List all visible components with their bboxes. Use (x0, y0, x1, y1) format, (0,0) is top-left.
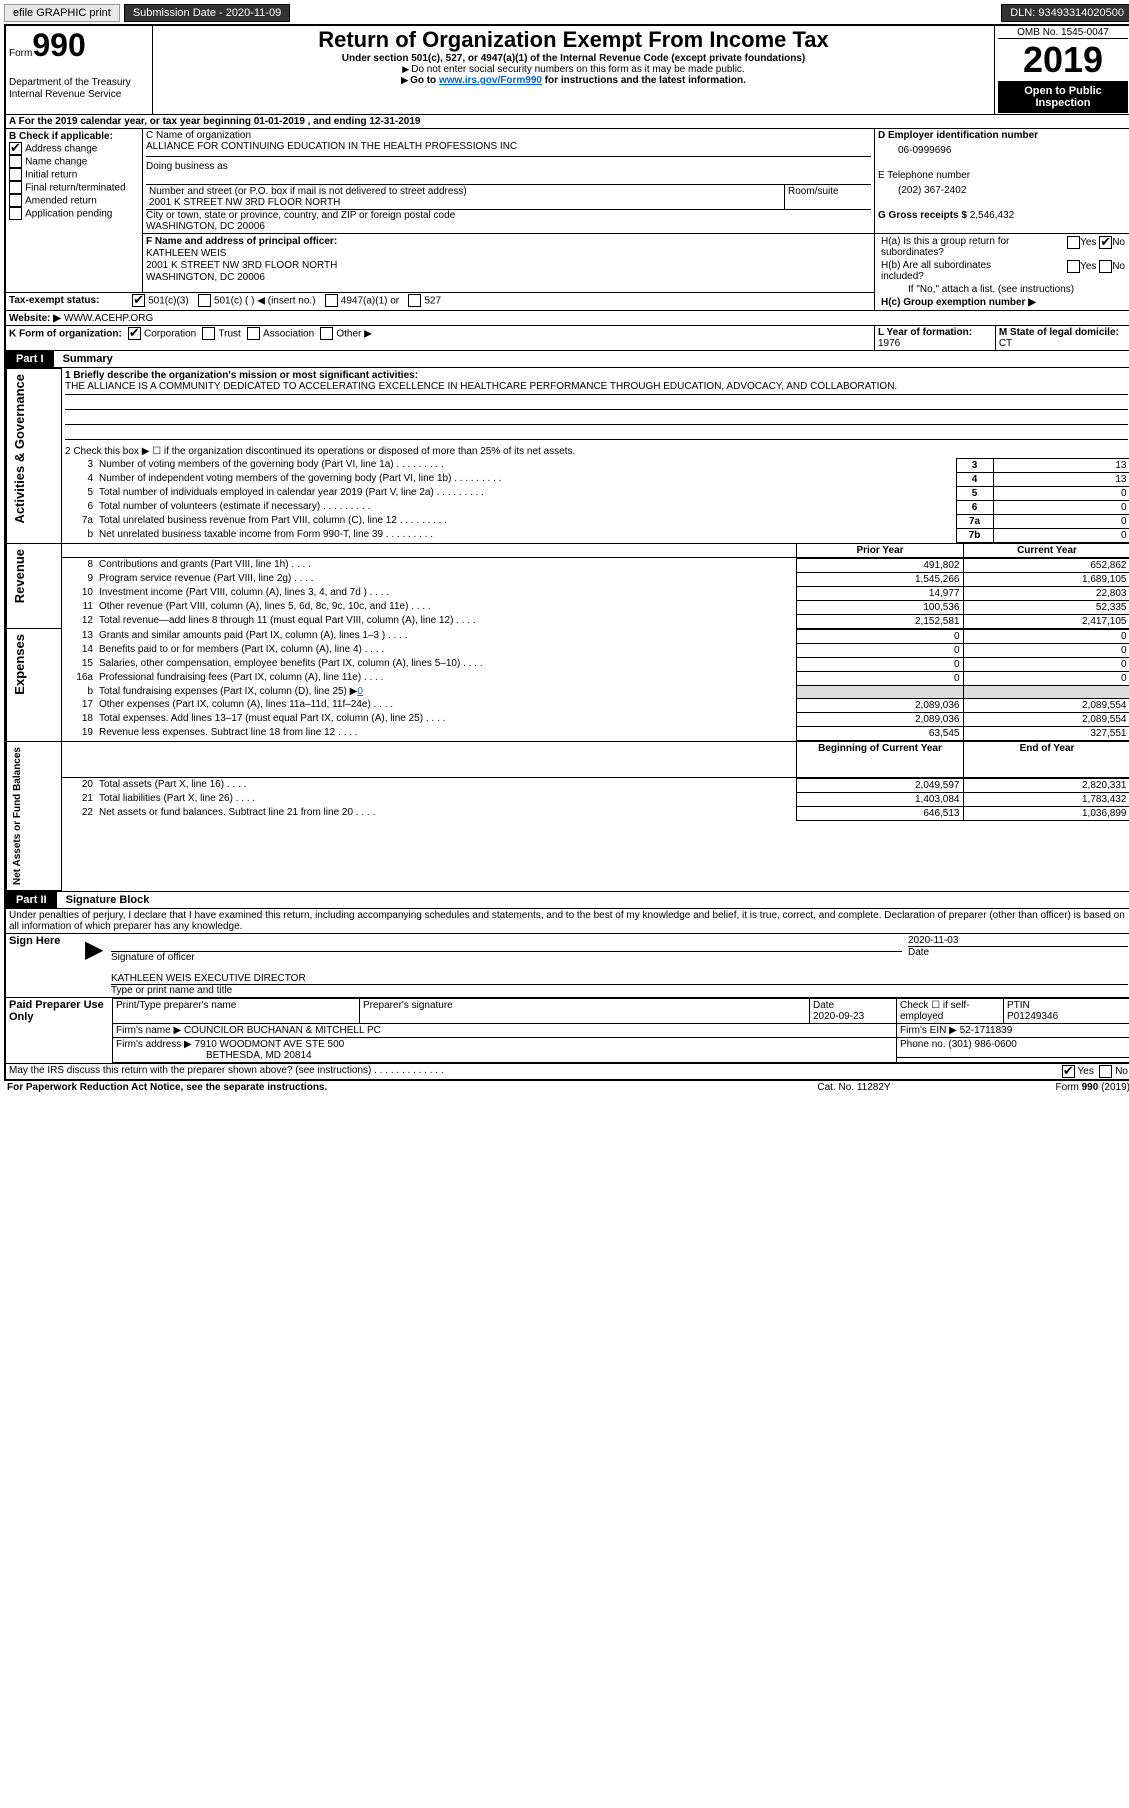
net-sidebar: Net Assets or Fund Balances (7, 741, 62, 890)
net-hdr-blank (62, 741, 797, 777)
initial-return-checkbox[interactable] (9, 168, 22, 181)
prep-date-cell: Date2020-09-23 (810, 998, 897, 1023)
address-change-checkbox[interactable] (9, 142, 22, 155)
prep-name-hdr: Print/Type preparer's name (113, 998, 360, 1023)
firm-ein-cell: Firm's EIN ▶ 52-1711839 (897, 1023, 1129, 1037)
sign-arrow-icon: ▶ (82, 934, 108, 997)
group-return-block: H(a) Is this a group return for subordin… (875, 234, 1129, 311)
name-change-checkbox[interactable] (9, 155, 22, 168)
irs-link[interactable]: www.irs.gov/Form990 (439, 75, 542, 86)
eoy-hdr: End of Year (964, 741, 1129, 777)
501c-checkbox[interactable] (198, 294, 211, 307)
ptin-cell: PTINP01249346 (1004, 998, 1129, 1023)
part2-label: Part II (6, 892, 57, 908)
officer-name-cell: KATHLEEN WEIS EXECUTIVE DIRECTOR Type or… (108, 964, 1129, 997)
corp-checkbox[interactable] (128, 327, 141, 340)
discuss-yes-checkbox[interactable] (1062, 1065, 1075, 1078)
exp-sidebar: Expenses (7, 629, 62, 742)
sig-date-cell: 2020-11-03 Date (905, 934, 1129, 964)
prep-sig-hdr: Preparer's signature (360, 998, 810, 1023)
mission-block: 1 Briefly describe the organization's mi… (62, 369, 1129, 458)
ha-yes-checkbox[interactable] (1067, 236, 1080, 249)
officer-sig-cell: Signature of officer (108, 934, 905, 964)
sign-here-label: Sign Here (6, 934, 82, 997)
4947-checkbox[interactable] (325, 294, 338, 307)
year-cell: OMB No. 1545-0047 2019 Open to Public In… (995, 25, 1129, 115)
firm-name-cell: Firm's name ▶ COUNCILOR BUCHANAN & MITCH… (113, 1023, 897, 1037)
pra-notice: For Paperwork Reduction Act Notice, see … (4, 1081, 762, 1094)
discuss-no-checkbox[interactable] (1099, 1065, 1112, 1078)
website-row: Website: ▶ WWW.ACEHP.ORG (6, 311, 1129, 326)
form-cell: Form990 Department of the Treasury Inter… (5, 25, 153, 115)
form-title: Return of Organization Exempt From Incom… (156, 27, 991, 53)
ha-no-checkbox[interactable] (1099, 236, 1112, 249)
form-org-row: K Form of organization: Corporation Trus… (6, 326, 875, 351)
application-pending-checkbox[interactable] (9, 207, 22, 220)
discuss-row: May the IRS discuss this return with the… (5, 1063, 1129, 1080)
part1-label: Part I (6, 351, 54, 367)
submission-date-button[interactable]: Submission Date - 2020-11-09 (124, 4, 290, 22)
gov-sidebar: Activities & Governance (7, 369, 62, 544)
final-return-checkbox[interactable] (9, 181, 22, 194)
self-emp-cell: Check ☐ if self-employed (897, 998, 1004, 1023)
efile-print-button[interactable]: efile GRAPHIC print (4, 4, 120, 22)
amended-return-checkbox[interactable] (9, 194, 22, 207)
part2-title: Signature Block (60, 894, 150, 906)
part1-title: Summary (57, 353, 113, 365)
527-checkbox[interactable] (408, 294, 421, 307)
other-checkbox[interactable] (320, 327, 333, 340)
dln-button[interactable]: DLN: 93493314020500 (1001, 4, 1129, 22)
officer-block: F Name and address of principal officer:… (143, 234, 875, 293)
assoc-checkbox[interactable] (247, 327, 260, 340)
rev-hdr-blank (62, 543, 797, 557)
cat-no: Cat. No. 11282Y (762, 1081, 946, 1094)
declaration: Under penalties of perjury, I declare th… (5, 908, 1129, 933)
org-name-block: C Name of organization ALLIANCE FOR CONT… (143, 129, 875, 234)
current-year-hdr: Current Year (964, 543, 1129, 557)
trust-checkbox[interactable] (202, 327, 215, 340)
firm-phone-cell: Phone no. (301) 986-0600 (897, 1037, 1129, 1058)
hb-no-checkbox[interactable] (1099, 260, 1112, 273)
rev-sidebar: Revenue (7, 543, 62, 629)
501c3-checkbox[interactable] (132, 294, 145, 307)
tax-exempt-row: Tax-exempt status: 501(c)(3) 501(c) ( ) … (6, 292, 875, 310)
title-cell: Return of Organization Exempt From Incom… (153, 25, 995, 115)
prior-year-hdr: Prior Year (797, 543, 964, 557)
period-line: A For the 2019 calendar year, or tax yea… (5, 115, 1129, 129)
paid-preparer-label: Paid Preparer Use Only (6, 998, 113, 1062)
boy-hdr: Beginning of Current Year (797, 741, 964, 777)
ein-block: D Employer identification number 06-0999… (875, 129, 1129, 234)
check-applicable: B Check if applicable: Address change Na… (6, 129, 143, 292)
hb-yes-checkbox[interactable] (1067, 260, 1080, 273)
form-version: Form 990 (2019) (946, 1081, 1129, 1094)
firm-addr-cell: Firm's address ▶ 7910 WOODMONT AVE STE 5… (113, 1037, 897, 1062)
